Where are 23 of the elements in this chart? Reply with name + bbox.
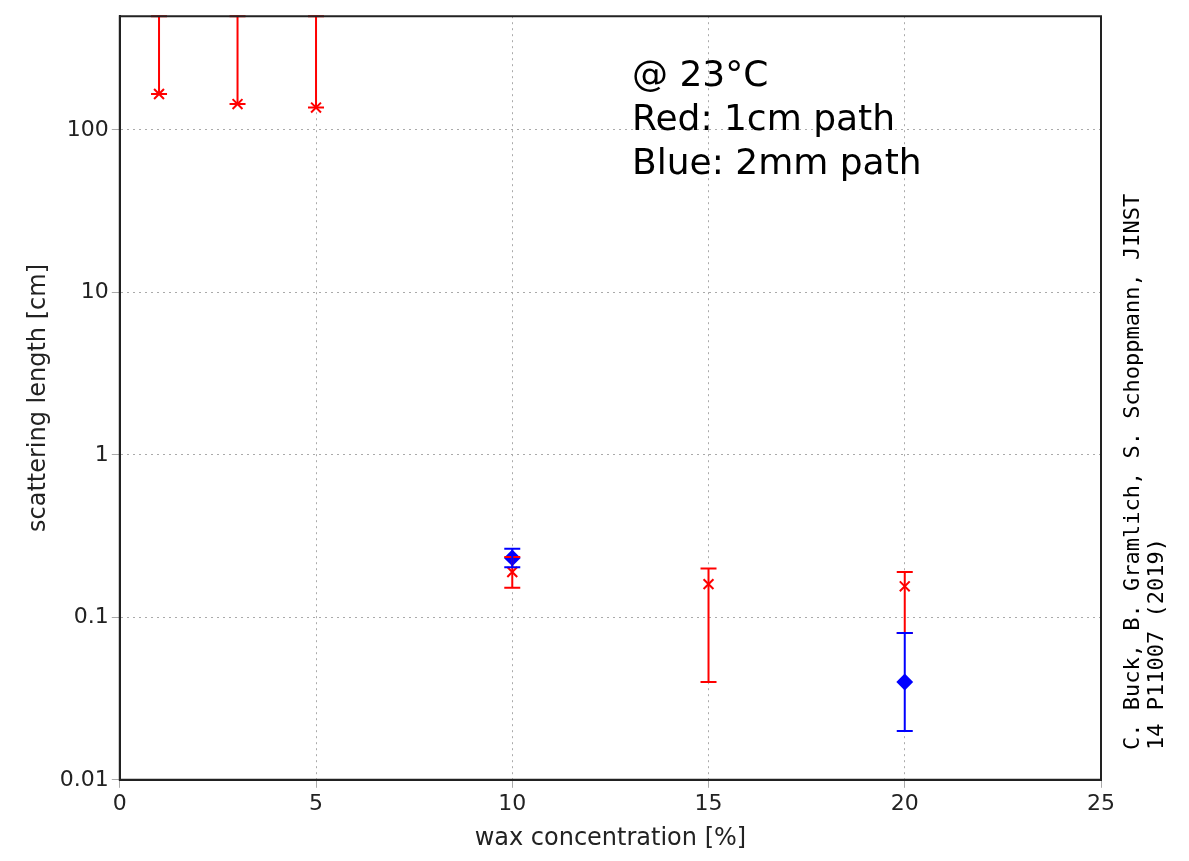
x-tick-label: 0 <box>112 789 127 815</box>
x-axis-title: wax concentration [%] <box>474 822 747 851</box>
point <box>506 566 519 578</box>
text: C. Buck, B. Gramlich, S. Schoppmann, JINST 14 P11007 (2019) <box>1119 192 1168 750</box>
annotation: Blue: 2mm path <box>632 140 922 184</box>
y-tick-label: 100 <box>66 115 109 141</box>
y-tick-label: 0.01 <box>59 765 109 791</box>
y-tick-label: 1 <box>94 440 109 466</box>
point <box>231 98 244 110</box>
point <box>898 580 911 593</box>
annotation: Red: 1cm path <box>632 96 897 140</box>
point <box>310 101 322 114</box>
x-tick-label: 10 <box>498 789 527 815</box>
x-tick-label: 5 <box>309 789 324 815</box>
y-tick-label: 0.1 <box>73 603 109 629</box>
x-tick-label: 25 <box>1087 789 1115 815</box>
x-tick-label: 20 <box>890 789 919 815</box>
point <box>153 88 165 100</box>
annotation: @ 23°C <box>632 52 770 96</box>
y-tick-label: 10 <box>80 278 109 304</box>
x-tick-label: 15 <box>694 789 723 815</box>
y-axis-title: scattering length [cm] <box>22 263 51 533</box>
point <box>702 578 715 591</box>
